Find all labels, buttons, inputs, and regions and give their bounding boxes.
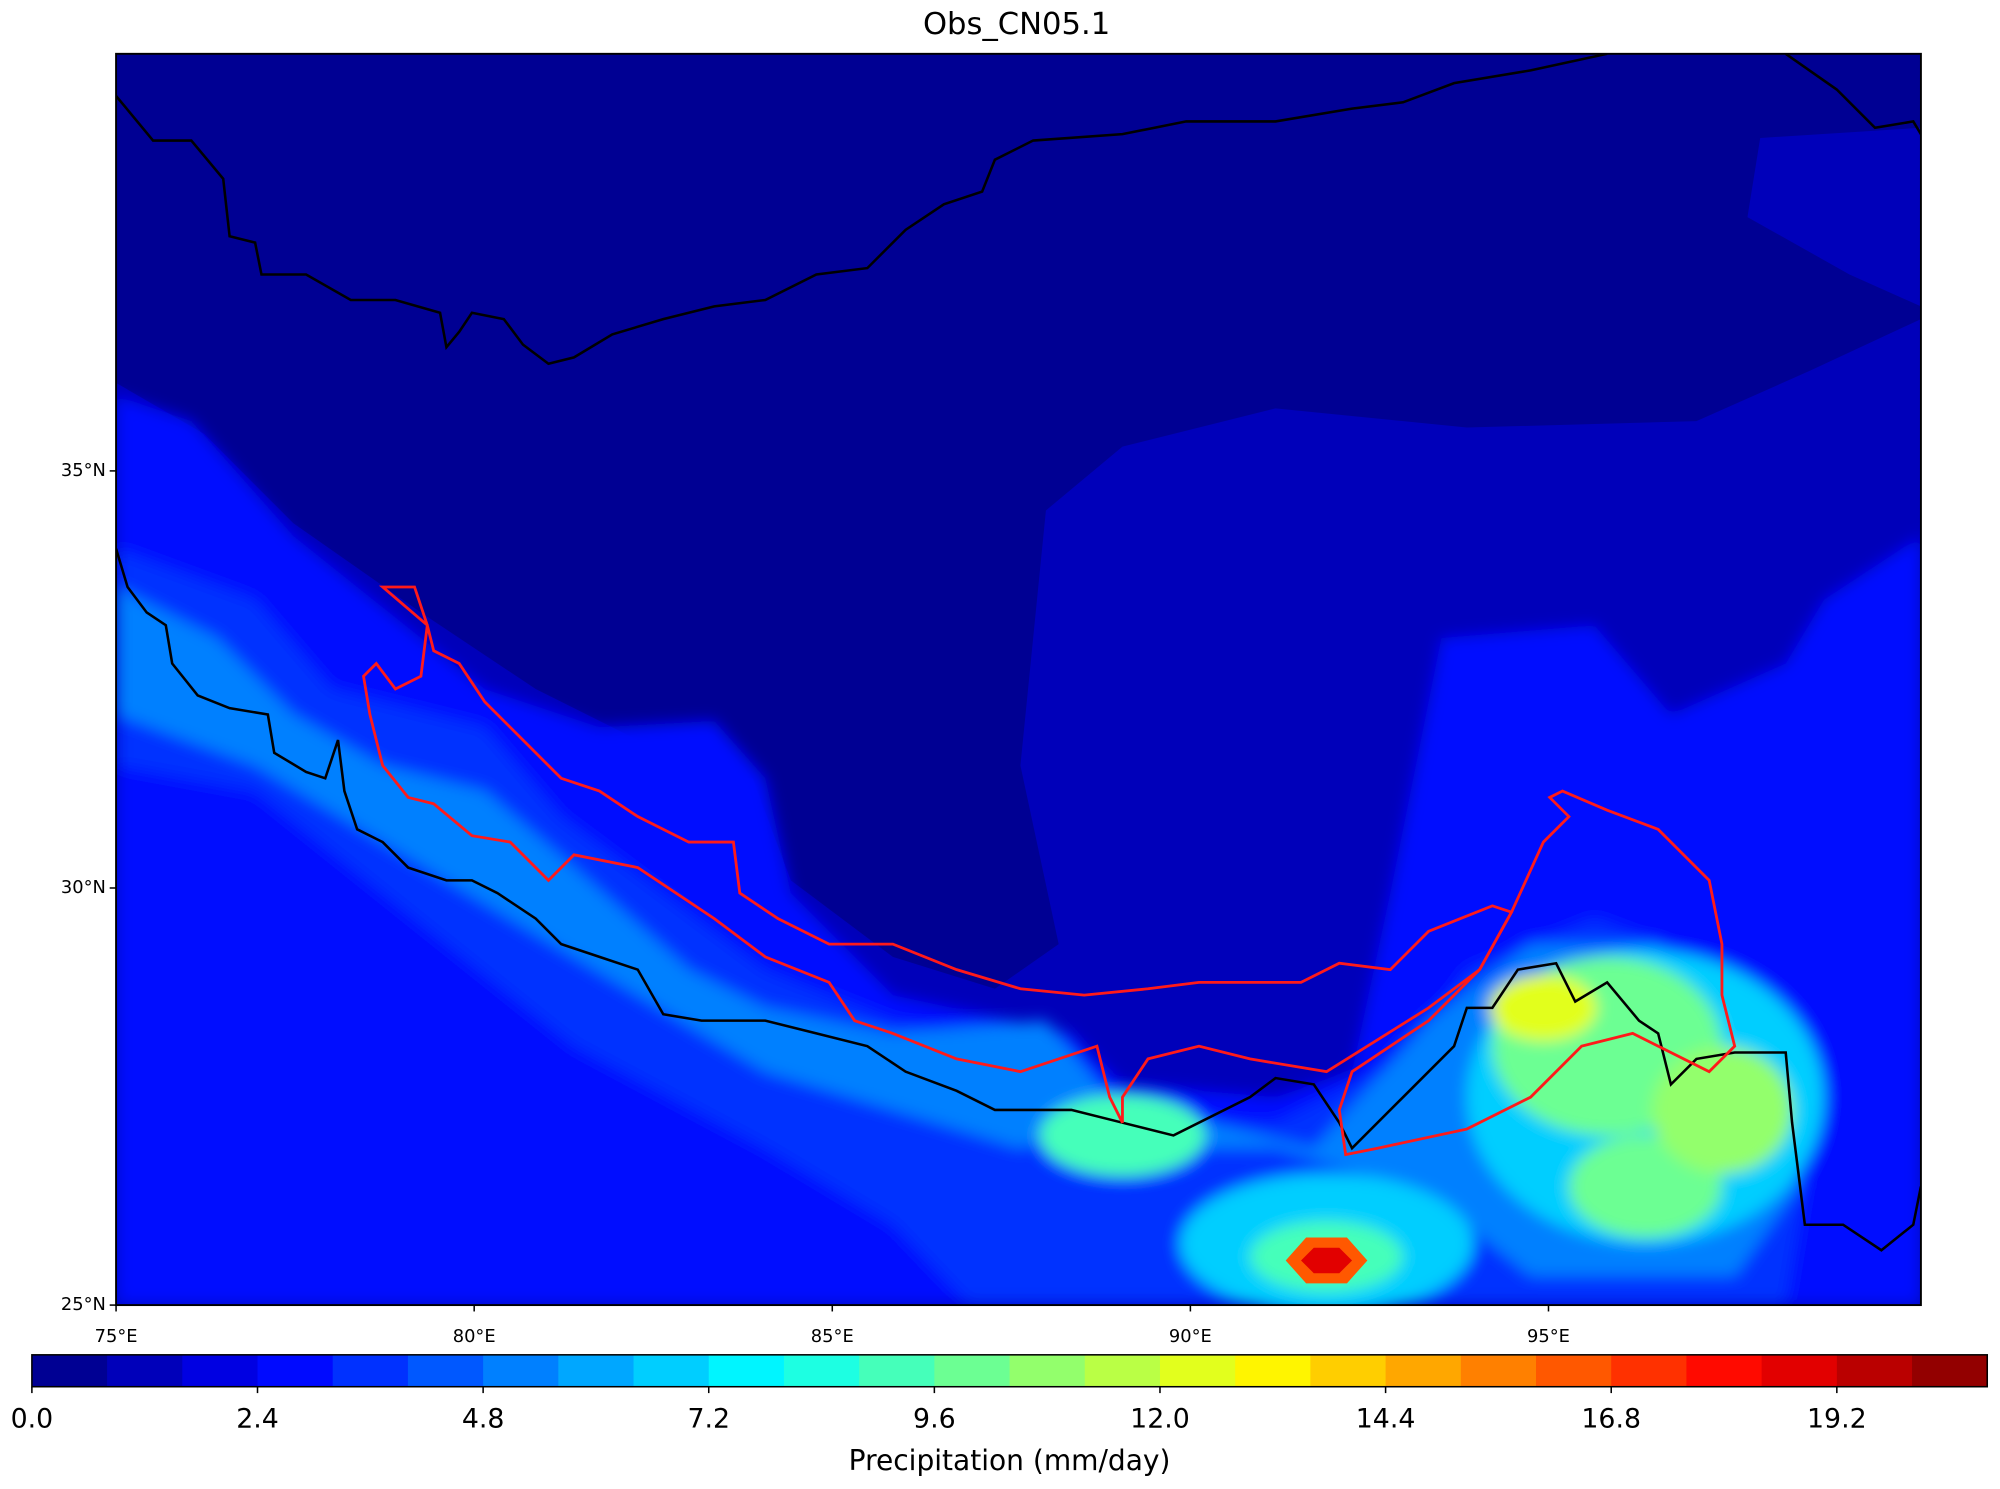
colorbar-frame	[31, 1354, 1989, 1388]
colorbar-tick-label: 4.8	[462, 1403, 505, 1434]
x-tick-label: 95°E	[1527, 1326, 1570, 1347]
colorbar-segment	[783, 1354, 860, 1387]
colorbar-segment	[1536, 1354, 1612, 1387]
border-line	[116, 548, 1921, 1252]
y-tick-label: 30°N	[61, 877, 106, 898]
colorbar-tick-label: 0.0	[11, 1403, 54, 1434]
colorbar-segment	[257, 1354, 334, 1387]
colorbar-segment	[1836, 1354, 1913, 1387]
field-dry	[116, 53, 1921, 989]
y-tick-label: 35°N	[61, 460, 106, 481]
x-tick-label: 90°E	[1169, 1326, 1212, 1347]
map-title: Obs_CN05.1	[923, 7, 1110, 42]
colorbar-segment	[859, 1354, 935, 1387]
colorbar-segment	[558, 1354, 635, 1387]
colorbar-segment	[1310, 1354, 1387, 1387]
field-blob	[1039, 1094, 1206, 1177]
precipitation-field	[116, 53, 1921, 1306]
colorbar-tick-label: 2.4	[236, 1403, 279, 1434]
basin-outline	[1337, 789, 1737, 1157]
basin-outlines	[362, 585, 1737, 1157]
x-tick-label: 75°E	[95, 1326, 138, 1347]
colorbar-tick-label: 9.6	[913, 1403, 956, 1434]
field-peak	[1301, 1247, 1353, 1274]
colorbar-tick-label: 7.2	[687, 1403, 730, 1434]
colorbar-segment	[332, 1354, 409, 1387]
border-line	[116, 53, 1608, 366]
colorbar-segment	[1686, 1354, 1763, 1387]
colorbar-segment	[1611, 1354, 1688, 1387]
field-blob	[1489, 974, 1597, 1042]
colorbar-segment	[407, 1354, 484, 1387]
colorbar-segment	[708, 1354, 785, 1387]
colorbar-segment	[934, 1354, 1011, 1387]
map-frame	[115, 52, 1922, 1307]
y-tick-label: 25°N	[61, 1294, 106, 1315]
colorbar-segment	[1235, 1354, 1312, 1387]
colorbar-segment	[31, 1354, 108, 1387]
colorbar-segment	[1761, 1354, 1838, 1387]
basin-outline	[362, 585, 1514, 1124]
x-tick-label: 80°E	[453, 1326, 496, 1347]
colorbar-segment	[633, 1354, 710, 1387]
colorbar-segment	[1084, 1354, 1161, 1387]
country-borders	[116, 53, 1921, 1252]
border-line	[1784, 53, 1921, 135]
colorbar-label: Precipitation (mm/day)	[849, 1444, 1171, 1477]
colorbar-segment	[107, 1354, 183, 1387]
colorbar-segment	[1460, 1354, 1537, 1387]
colorbar-segment	[1009, 1354, 1086, 1387]
colorbar-segment	[1159, 1354, 1236, 1387]
field-band	[116, 586, 1799, 1276]
colorbar-segment	[483, 1354, 559, 1387]
colorbar-tick-label: 12.0	[1130, 1403, 1190, 1434]
colorbar-tick-label: 16.8	[1581, 1403, 1641, 1434]
colorbar-tick-label: 14.4	[1356, 1403, 1416, 1434]
colorbar-segment	[182, 1354, 259, 1387]
x-tick-label: 85°E	[811, 1326, 854, 1347]
field-blob	[1651, 1046, 1793, 1174]
colorbar-tick-label: 19.2	[1807, 1403, 1867, 1434]
colorbar-segment	[1912, 1354, 1988, 1387]
colorbar-segment	[1385, 1354, 1462, 1387]
